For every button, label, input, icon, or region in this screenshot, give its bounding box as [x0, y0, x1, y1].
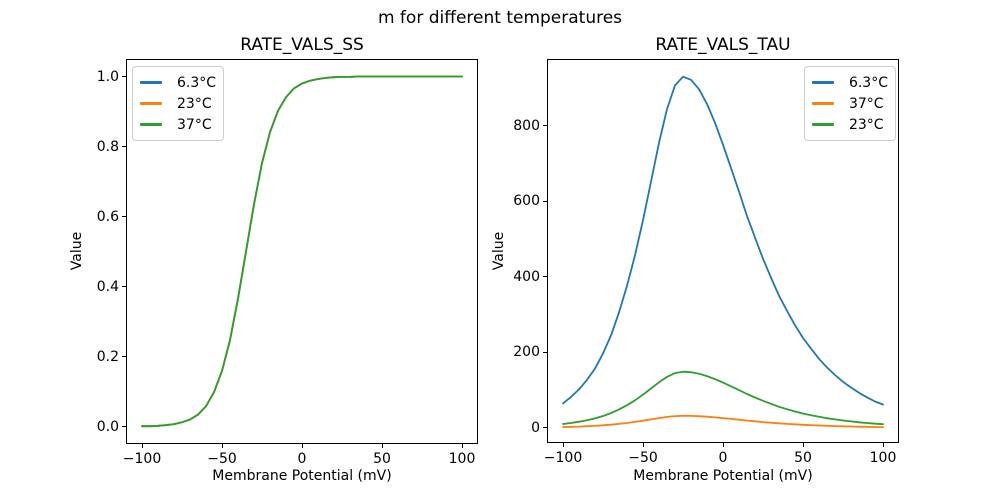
x-tick-label: 0: [718, 450, 728, 466]
legend-label: 6.3°C: [177, 74, 217, 91]
ss-plot-xlabel: Membrane Potential (mV): [212, 468, 392, 484]
y-tick-mark: [543, 200, 547, 202]
y-tick-label: 600: [513, 193, 540, 210]
y-tick-label: 1.0: [96, 68, 119, 85]
x-tick-mark: [461, 444, 463, 448]
y-tick-mark: [543, 351, 547, 353]
y-tick-label: 0.8: [96, 138, 119, 155]
x-tick-mark: [141, 444, 143, 448]
legend-label: 6.3°C: [848, 74, 888, 91]
y-tick-mark: [543, 125, 547, 127]
legend-line-swatch: [140, 123, 162, 126]
series-line-37°C: [562, 414, 884, 429]
x-tick-mark: [802, 443, 804, 447]
x-tick-label: 50: [794, 450, 812, 466]
y-tick-mark: [122, 146, 126, 147]
x-tick-label: 0: [297, 451, 307, 467]
x-tick-label: 50: [373, 451, 391, 467]
legend-entry: 23°C: [811, 114, 888, 135]
y-tick-label: 0.0: [96, 418, 119, 435]
y-tick-label: 0: [531, 419, 540, 436]
y-tick-label: 800: [513, 117, 540, 134]
series-line-6.3°C: [562, 75, 884, 406]
ss-plot-title: RATE_VALS_SS: [240, 35, 364, 55]
series-line-37°C: [141, 75, 463, 428]
y-tick-mark: [122, 356, 126, 357]
y-tick-label: 0.6: [96, 208, 119, 225]
y-tick-mark: [122, 216, 126, 217]
legend-line-swatch: [811, 102, 834, 105]
legend-entry: 6.3°C: [140, 72, 216, 93]
tau-plot-xlabel: Membrane Potential (mV): [633, 468, 813, 484]
legend-entry: 6.3°C: [811, 72, 888, 93]
plot-area: [562, 75, 884, 429]
ss-plot-ylabel: Value: [69, 231, 85, 271]
legend-line-swatch: [811, 123, 834, 126]
y-tick-mark: [122, 286, 126, 287]
x-tick-mark: [882, 443, 884, 447]
legend-label: 37°C: [177, 116, 212, 133]
plot-area: [141, 75, 463, 428]
x-tick-label: −100: [543, 450, 583, 466]
legend-entry: 37°C: [811, 93, 888, 114]
y-tick-label: 0.4: [96, 278, 119, 295]
ss-plot-axes: −100 −50 0 50 100 0.0 0.2 0.4 0.6 0.8 1.0 6.3°C 23°C…: [97, 59, 478, 467]
legend-label: 23°C: [177, 95, 212, 112]
x-tick-label: −50: [628, 450, 658, 466]
legend-line-swatch: [140, 102, 162, 105]
legend: 6.3°C 23°C 37°C: [132, 66, 225, 141]
x-tick-label: −100: [122, 451, 162, 467]
tau-plot-ylabel: Value: [491, 231, 507, 271]
y-tick-mark: [122, 76, 126, 77]
y-tick-label: 400: [513, 268, 540, 285]
legend-label: 23°C: [848, 116, 884, 133]
x-tick-mark: [562, 443, 564, 447]
legend-label: 37°C: [848, 95, 884, 112]
series-line-23°C: [562, 370, 884, 426]
x-tick-mark: [221, 444, 223, 448]
x-tick-mark: [301, 444, 303, 448]
legend-entry: 37°C: [140, 114, 216, 135]
x-tick-mark: [722, 443, 724, 447]
y-tick-label: 0.2: [96, 348, 119, 365]
legend-line-swatch: [140, 81, 162, 84]
x-tick-mark: [642, 443, 644, 447]
tau-plot-title: RATE_VALS_TAU: [655, 35, 791, 55]
x-tick-mark: [381, 444, 383, 448]
x-tick-label: 100: [869, 450, 897, 466]
x-tick-label: −50: [207, 451, 237, 467]
tau-plot-axes: −100 −50 0 50 100 0 200 400 600 800 6.3°C 37°C 23°C: [513, 59, 899, 466]
y-tick-mark: [122, 426, 126, 427]
y-tick-label: 200: [513, 344, 540, 361]
legend-entry: 23°C: [140, 93, 216, 114]
legend-line-swatch: [811, 81, 834, 84]
y-tick-mark: [543, 276, 547, 278]
figure-suptitle: m for different temperatures: [377, 8, 623, 28]
x-tick-label: 100: [448, 451, 476, 467]
y-tick-mark: [543, 427, 547, 429]
legend: 6.3°C 37°C 23°C: [803, 66, 896, 141]
